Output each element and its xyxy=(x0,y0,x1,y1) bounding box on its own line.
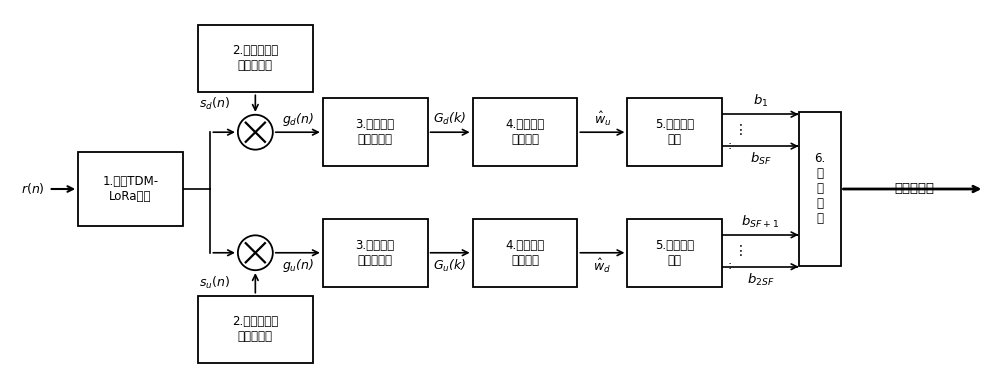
Text: :: : xyxy=(727,259,731,272)
Text: $\hat{w}_d$: $\hat{w}_d$ xyxy=(593,257,611,275)
FancyBboxPatch shape xyxy=(323,98,428,166)
Text: 3.离散时间
傅里叶变换: 3.离散时间 傅里叶变换 xyxy=(356,118,395,146)
FancyBboxPatch shape xyxy=(473,98,577,166)
Text: 2.同步的原始
下啁啾信号: 2.同步的原始 下啁啾信号 xyxy=(232,45,278,73)
Text: $r(n)$: $r(n)$ xyxy=(21,181,45,197)
Text: 5.格雷映射
解码: 5.格雷映射 解码 xyxy=(655,239,694,267)
Text: $G_u$(k): $G_u$(k) xyxy=(433,258,467,274)
FancyBboxPatch shape xyxy=(473,219,577,287)
Text: $b_{2SF}$: $b_{2SF}$ xyxy=(747,272,774,288)
FancyBboxPatch shape xyxy=(627,219,722,287)
Text: 3.离散时间
傅里叶变换: 3.离散时间 傅里叶变换 xyxy=(356,239,395,267)
Text: $s_u(n)$: $s_u(n)$ xyxy=(199,275,230,291)
Text: $b_{SF+1}$: $b_{SF+1}$ xyxy=(741,214,779,230)
Circle shape xyxy=(238,235,273,270)
FancyBboxPatch shape xyxy=(799,112,841,266)
FancyBboxPatch shape xyxy=(78,152,183,226)
Text: 1.接收TDM-
LoRa信号: 1.接收TDM- LoRa信号 xyxy=(102,175,159,203)
Text: $G_d$(k): $G_d$(k) xyxy=(433,111,467,127)
Text: 6.
并
串
变
换: 6. 并 串 变 换 xyxy=(814,152,825,226)
Text: :: : xyxy=(727,139,731,152)
Text: $b_{SF}$: $b_{SF}$ xyxy=(750,151,771,167)
Text: ⋮: ⋮ xyxy=(734,244,748,258)
FancyBboxPatch shape xyxy=(323,219,428,287)
Text: ⋮: ⋮ xyxy=(734,123,748,137)
Text: 2.同步的原始
上啁啾信号: 2.同步的原始 上啁啾信号 xyxy=(232,316,278,344)
Text: $b_1$: $b_1$ xyxy=(753,93,768,109)
FancyBboxPatch shape xyxy=(198,296,313,363)
Text: 5.格雷映射
解码: 5.格雷映射 解码 xyxy=(655,118,694,146)
Text: $g_d$(n): $g_d$(n) xyxy=(282,111,314,128)
FancyBboxPatch shape xyxy=(627,98,722,166)
Text: $g_u$(n): $g_u$(n) xyxy=(282,257,314,274)
Text: 4.检索频域
峰值位置: 4.检索频域 峰值位置 xyxy=(505,239,545,267)
Text: 比特流输出: 比特流输出 xyxy=(894,183,934,195)
Text: $\hat{w}_u$: $\hat{w}_u$ xyxy=(594,110,611,129)
Text: $s_d(n)$: $s_d(n)$ xyxy=(199,96,230,112)
Circle shape xyxy=(238,115,273,150)
FancyBboxPatch shape xyxy=(198,25,313,92)
Text: 4.检索频域
峰值位置: 4.检索频域 峰值位置 xyxy=(505,118,545,146)
